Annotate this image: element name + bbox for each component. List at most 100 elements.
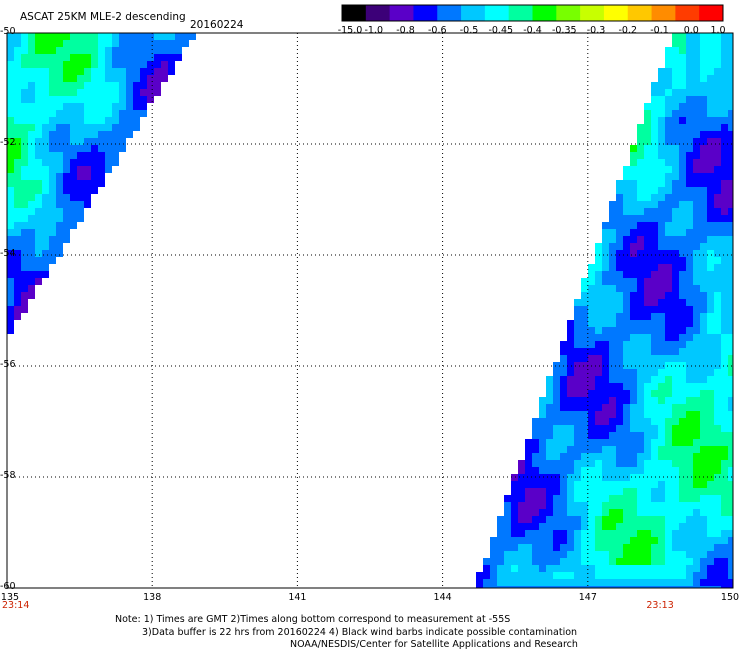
swath-cell [686, 299, 693, 306]
swath-cell [693, 222, 700, 229]
swath-cell [77, 145, 84, 152]
swath-cell [672, 201, 679, 208]
swath-cell [623, 411, 630, 418]
swath-cell [616, 495, 623, 502]
swath-cell [651, 383, 658, 390]
swath-cell [595, 502, 602, 509]
swath-cell [714, 453, 721, 460]
swath-cell [574, 572, 581, 579]
swath-cell [651, 159, 658, 166]
swath-cell [630, 537, 637, 544]
swath-cell [637, 502, 644, 509]
swath-cell [623, 565, 630, 572]
swath-cell [609, 341, 616, 348]
swath-cell [602, 432, 609, 439]
swath-cell [721, 180, 728, 187]
swath-cell [504, 516, 511, 523]
swath-cell [126, 61, 133, 68]
swath-cell [665, 124, 672, 131]
swath-cell [14, 89, 21, 96]
swath-cell [539, 460, 546, 467]
swath-cell [602, 460, 609, 467]
swath-cell [714, 334, 721, 341]
swath-cell [567, 474, 574, 481]
swath-cell [707, 446, 714, 453]
swath-cell [532, 579, 539, 586]
swath-cell [686, 229, 693, 236]
swath-cell [119, 124, 126, 131]
swath-cell [658, 82, 665, 89]
swath-cell [567, 348, 574, 355]
swath-cell [567, 537, 574, 544]
swath-cell [651, 446, 658, 453]
swath-cell [679, 530, 686, 537]
swath-cell [161, 54, 168, 61]
swath-cell [651, 285, 658, 292]
swath-cell [658, 187, 665, 194]
swath-cell [637, 285, 644, 292]
swath-cell [35, 68, 42, 75]
swath-cell [658, 495, 665, 502]
swath-cell [616, 551, 623, 558]
swath-cell [665, 194, 672, 201]
swath-cell [651, 271, 658, 278]
swath-cell [609, 446, 616, 453]
swath-cell [602, 355, 609, 362]
swath-cell [728, 180, 733, 187]
swath-cell [658, 418, 665, 425]
swath-cell [728, 565, 733, 572]
swath-cell [644, 586, 651, 588]
swath-cell [588, 369, 595, 376]
swath-cell [581, 565, 588, 572]
swath-cell [504, 551, 511, 558]
swath-cell [532, 586, 539, 588]
swath-cell [35, 33, 42, 40]
swath-cell [686, 313, 693, 320]
swath-cell [665, 495, 672, 502]
swath-cell [665, 208, 672, 215]
swath-cell [623, 418, 630, 425]
swath-cell [609, 418, 616, 425]
swath-cell [595, 243, 602, 250]
swath-cell [665, 201, 672, 208]
swath-cell [21, 33, 28, 40]
swath-cell [532, 446, 539, 453]
swath-cell [672, 530, 679, 537]
swath-cell [616, 530, 623, 537]
swath-cell [630, 523, 637, 530]
swath-cell [56, 96, 63, 103]
swath-cell [707, 481, 714, 488]
swath-cell [581, 537, 588, 544]
swath-cell [483, 579, 490, 586]
swath-cell [588, 530, 595, 537]
swath-cell [595, 474, 602, 481]
swath-cell [700, 551, 707, 558]
swath-cell [686, 215, 693, 222]
swath-cell [546, 579, 553, 586]
swath-cell [56, 243, 63, 250]
swath-cell [644, 558, 651, 565]
swath-cell [679, 243, 686, 250]
swath-cell [679, 54, 686, 61]
swath-cell [616, 453, 623, 460]
swath-cell [679, 103, 686, 110]
swath-cell [686, 586, 693, 588]
swath-cell [84, 33, 91, 40]
swath-cell [721, 509, 728, 516]
swath-cell [686, 54, 693, 61]
swath-cell [70, 159, 77, 166]
swath-cell [630, 474, 637, 481]
swath-cell [602, 229, 609, 236]
swath-cell [105, 47, 112, 54]
swath-cell [567, 467, 574, 474]
swath-cell [700, 341, 707, 348]
swath-cell [560, 383, 567, 390]
swath-cell [700, 404, 707, 411]
swath-cell [679, 320, 686, 327]
swath-cell [630, 222, 637, 229]
swath-cell [672, 96, 679, 103]
swath-cell [546, 481, 553, 488]
swath-cell [616, 516, 623, 523]
swath-cell [679, 509, 686, 516]
swath-cell [35, 187, 42, 194]
